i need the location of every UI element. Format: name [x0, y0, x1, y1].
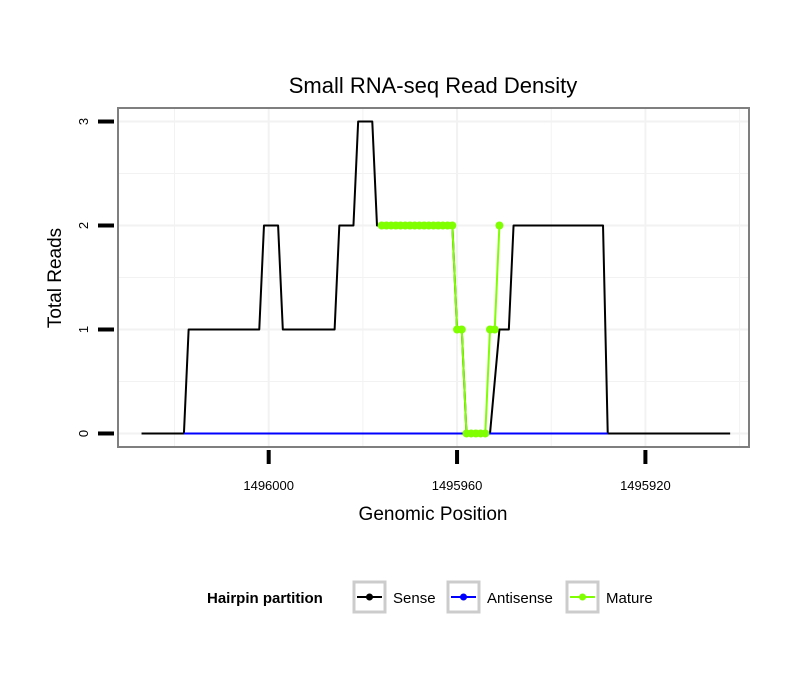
y-axis: 0 1 2 3 — [76, 118, 114, 437]
x-tick-label: 1495960 — [432, 478, 483, 493]
plot-border — [117, 107, 750, 448]
mature-point — [481, 429, 490, 438]
y-tick-label: 0 — [76, 430, 91, 437]
mature-point — [495, 221, 504, 230]
legend-item-sense: Sense — [352, 580, 436, 614]
y-tick-label: 2 — [76, 222, 91, 229]
legend-title: Hairpin partition — [207, 590, 323, 607]
legend-label-mature: Mature — [606, 590, 653, 607]
mature-point — [448, 221, 457, 230]
x-axis: 1496000 1495960 1495920 — [243, 450, 671, 493]
y-tick-label: 3 — [76, 118, 91, 125]
x-axis-title: Genomic Position — [359, 504, 508, 525]
y-axis-title: Total Reads — [45, 228, 66, 328]
legend-item-antisense: Antisense — [446, 580, 553, 614]
mature-point — [457, 325, 466, 334]
legend: Hairpin partition Sense Antisense Mature — [207, 580, 653, 614]
legend-item-mature: Mature — [565, 580, 653, 614]
x-tick-label: 1495920 — [620, 478, 671, 493]
mature-points — [377, 221, 504, 438]
y-tick-label: 1 — [76, 326, 91, 333]
mature-point — [490, 325, 499, 334]
legend-label-antisense: Antisense — [487, 590, 553, 607]
chart-title: Small RNA-seq Read Density — [289, 73, 578, 98]
legend-label-sense: Sense — [393, 590, 436, 607]
x-tick-label: 1496000 — [243, 478, 294, 493]
